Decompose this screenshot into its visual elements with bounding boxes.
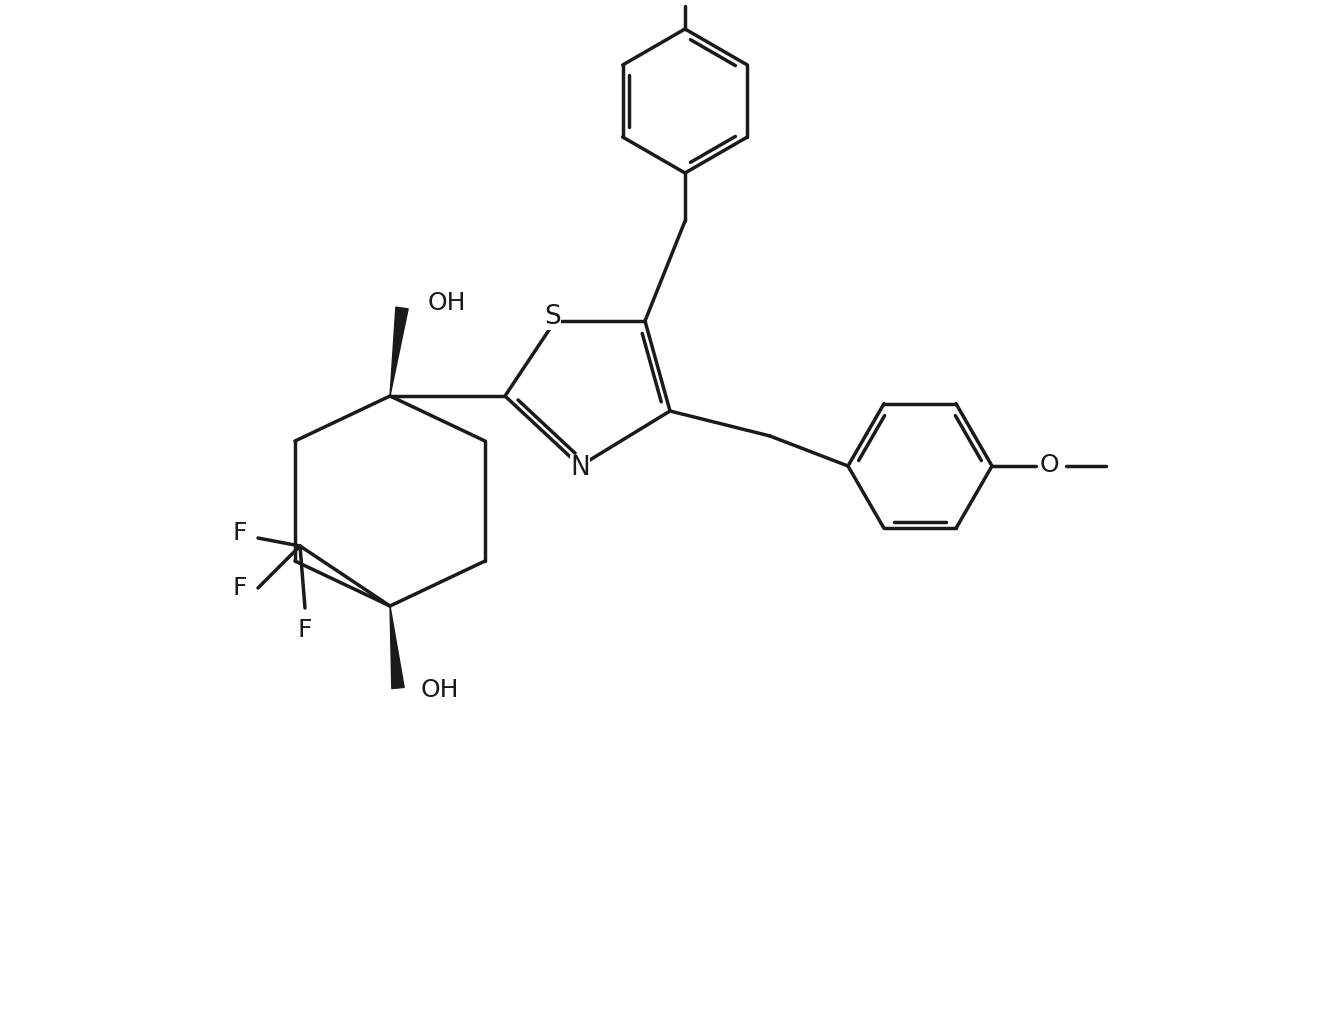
- Text: O: O: [1039, 453, 1059, 477]
- Text: F: F: [233, 576, 247, 600]
- Polygon shape: [390, 606, 404, 689]
- Polygon shape: [390, 307, 408, 396]
- Text: F: F: [233, 521, 247, 545]
- Text: N: N: [570, 455, 590, 481]
- Text: F: F: [298, 618, 312, 642]
- Text: OH: OH: [428, 291, 467, 315]
- Text: OH: OH: [421, 678, 459, 702]
- Text: S: S: [544, 304, 562, 330]
